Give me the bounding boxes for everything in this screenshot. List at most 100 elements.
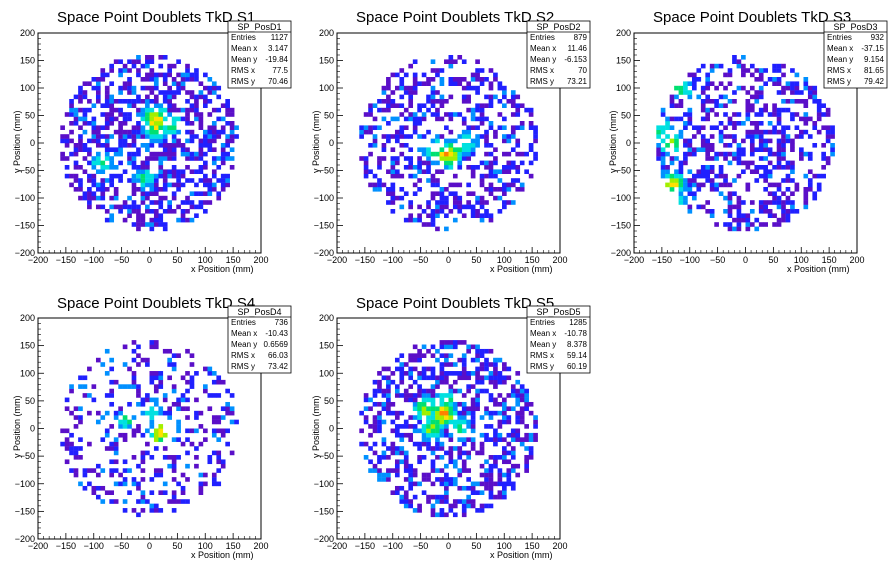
heatmap-cell	[198, 178, 204, 183]
heatmap-cell	[149, 424, 155, 429]
heatmap-cell	[475, 406, 480, 412]
heatmap-cell	[466, 485, 471, 491]
heatmap-cell	[412, 121, 418, 126]
heatmap-cell	[461, 94, 467, 100]
heatmap-cell	[488, 468, 494, 473]
x-axis-label: x Position (mm)	[191, 264, 254, 274]
heatmap-cell	[113, 450, 119, 456]
heatmap-cell	[153, 209, 159, 214]
heatmap-cell	[727, 191, 733, 196]
heatmap-cell	[479, 204, 485, 210]
heatmap-cell	[687, 209, 693, 214]
heatmap-cell	[484, 481, 489, 487]
heatmap-cell	[749, 85, 755, 91]
heatmap-cell	[741, 85, 746, 91]
heatmap-cell	[430, 481, 436, 487]
heatmap-cell	[211, 160, 217, 166]
heatmap-cell	[479, 415, 485, 420]
heatmap-cell	[714, 187, 719, 192]
heatmap-cell	[368, 107, 373, 113]
heatmap-cell	[194, 446, 199, 451]
heatmap-cell	[470, 490, 476, 495]
heatmap-cell	[749, 143, 755, 148]
heatmap-cell	[475, 143, 480, 148]
heatmap-cell	[220, 415, 226, 420]
heatmap-cell	[665, 116, 670, 122]
heatmap-cell	[812, 90, 818, 95]
heatmap-cell	[515, 393, 521, 398]
heatmap-cell	[162, 151, 168, 157]
heatmap-cell	[691, 134, 697, 139]
heatmap-cell	[435, 213, 440, 218]
heatmap-cell	[220, 103, 226, 108]
heatmap-cell	[118, 178, 123, 183]
heatmap-cell	[457, 134, 463, 139]
heatmap-cell	[812, 173, 818, 179]
heatmap-cell	[171, 366, 177, 372]
heatmap-cell	[386, 393, 391, 398]
heatmap-cell	[709, 165, 715, 170]
heatmap-cell	[73, 173, 79, 179]
heatmap-cell	[705, 147, 711, 152]
heatmap-cell	[363, 169, 369, 174]
heatmap-cell	[506, 182, 512, 188]
heatmap-cell	[185, 116, 190, 122]
heatmap-cell	[723, 72, 728, 78]
heatmap-cell	[167, 129, 172, 135]
heatmap-cell	[475, 68, 480, 73]
heatmap-cell	[758, 121, 764, 126]
heatmap-cell	[136, 68, 141, 73]
y-tick-label: −100	[611, 193, 631, 203]
heatmap-cell	[435, 191, 440, 196]
heatmap-cell	[180, 406, 186, 412]
y-tick-label: 0	[329, 424, 334, 434]
heatmap-cell	[377, 419, 382, 425]
heatmap-cell	[122, 99, 128, 104]
stats-label: Mean y	[530, 55, 556, 64]
heatmap-cell	[452, 195, 458, 201]
heatmap-cell	[149, 490, 155, 495]
heatmap-cell	[153, 125, 159, 130]
heatmap-cell	[781, 72, 786, 78]
heatmap-cell	[390, 446, 396, 451]
heatmap-cell	[727, 134, 733, 139]
heatmap-cell	[403, 450, 409, 456]
heatmap-cell	[506, 169, 512, 174]
heatmap-cell	[821, 156, 826, 161]
heatmap-cell	[794, 90, 800, 95]
heatmap-cell	[497, 455, 503, 460]
heatmap-cell	[113, 468, 119, 473]
heatmap-cell	[475, 85, 480, 91]
heatmap-cell	[78, 90, 83, 95]
heatmap-cell	[519, 103, 525, 108]
heatmap-cell	[825, 138, 831, 144]
heatmap-cell	[127, 81, 132, 86]
heatmap-cell	[403, 191, 409, 196]
heatmap-cell	[167, 103, 172, 108]
heatmap-cell	[207, 85, 213, 91]
heatmap-cell	[189, 103, 195, 108]
heatmap-cell	[732, 217, 737, 223]
heatmap-cell	[229, 129, 235, 135]
heatmap-cell	[109, 160, 115, 166]
heatmap-cell	[466, 477, 471, 482]
heatmap-cell	[515, 388, 521, 394]
heatmap-cell	[799, 99, 804, 104]
heatmap-cell	[399, 366, 405, 372]
heatmap-cell	[171, 138, 177, 144]
stats-label: RMS y	[827, 77, 851, 86]
heatmap-cell	[91, 468, 97, 473]
heatmap-cell	[381, 90, 387, 95]
heatmap-cell	[830, 151, 835, 157]
heatmap-cell	[723, 94, 728, 100]
x-tick-label: −200	[327, 255, 347, 265]
heatmap-cell	[435, 446, 440, 451]
heatmap-cell	[497, 481, 503, 487]
heatmap-cell	[78, 406, 83, 412]
heatmap-cell	[754, 178, 760, 183]
heatmap-cell	[763, 156, 768, 161]
heatmap-cell	[475, 213, 480, 218]
heatmap-cell	[390, 419, 396, 425]
heatmap-cell	[109, 424, 115, 429]
